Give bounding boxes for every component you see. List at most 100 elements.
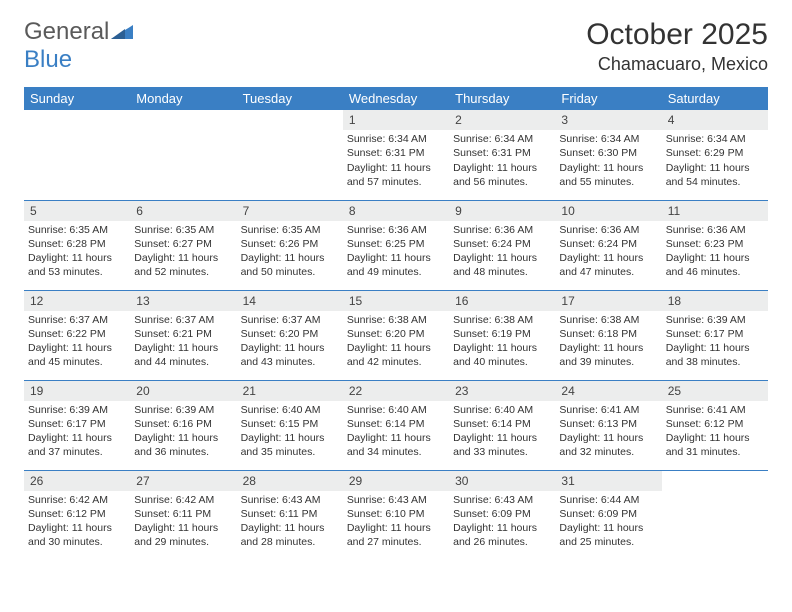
daylight-line: Daylight: 11 hours and 55 minutes.: [559, 161, 657, 189]
day-number: 4: [662, 110, 768, 130]
sunset-line: Sunset: 6:27 PM: [134, 237, 232, 251]
sunrise-line: Sunrise: 6:38 AM: [347, 313, 445, 327]
sunset-line: Sunset: 6:14 PM: [453, 417, 551, 431]
sunset-line: Sunset: 6:13 PM: [559, 417, 657, 431]
sunrise-line: Sunrise: 6:43 AM: [347, 493, 445, 507]
daylight-line: Daylight: 11 hours and 26 minutes.: [453, 521, 551, 549]
calendar-cell: [662, 470, 768, 560]
calendar-cell: 22Sunrise: 6:40 AMSunset: 6:14 PMDayligh…: [343, 380, 449, 470]
sunset-line: Sunset: 6:26 PM: [241, 237, 339, 251]
sunrise-line: Sunrise: 6:34 AM: [453, 132, 551, 146]
sunset-line: Sunset: 6:10 PM: [347, 507, 445, 521]
calendar-cell: 23Sunrise: 6:40 AMSunset: 6:14 PMDayligh…: [449, 380, 555, 470]
daylight-line: Daylight: 11 hours and 31 minutes.: [666, 431, 764, 459]
calendar-cell: 30Sunrise: 6:43 AMSunset: 6:09 PMDayligh…: [449, 470, 555, 560]
calendar-week-row: 1Sunrise: 6:34 AMSunset: 6:31 PMDaylight…: [24, 110, 768, 200]
calendar-cell: 10Sunrise: 6:36 AMSunset: 6:24 PMDayligh…: [555, 200, 661, 290]
calendar-table: SundayMondayTuesdayWednesdayThursdayFrid…: [24, 87, 768, 560]
sunset-line: Sunset: 6:22 PM: [28, 327, 126, 341]
day-number: 1: [343, 110, 449, 130]
daylight-line: Daylight: 11 hours and 46 minutes.: [666, 251, 764, 279]
daylight-line: Daylight: 11 hours and 45 minutes.: [28, 341, 126, 369]
day-number: 9: [449, 201, 555, 221]
day-number: 19: [24, 381, 130, 401]
calendar-cell: 29Sunrise: 6:43 AMSunset: 6:10 PMDayligh…: [343, 470, 449, 560]
daylight-line: Daylight: 11 hours and 38 minutes.: [666, 341, 764, 369]
brand-logo: GeneralBlue: [24, 18, 133, 74]
day-number: 21: [237, 381, 343, 401]
sunrise-line: Sunrise: 6:35 AM: [241, 223, 339, 237]
daylight-line: Daylight: 11 hours and 49 minutes.: [347, 251, 445, 279]
day-number: 20: [130, 381, 236, 401]
daylight-line: Daylight: 11 hours and 27 minutes.: [347, 521, 445, 549]
day-number: 3: [555, 110, 661, 130]
calendar-cell: 8Sunrise: 6:36 AMSunset: 6:25 PMDaylight…: [343, 200, 449, 290]
brand-triangle-icon: [111, 18, 133, 46]
daylight-line: Daylight: 11 hours and 36 minutes.: [134, 431, 232, 459]
sunset-line: Sunset: 6:20 PM: [241, 327, 339, 341]
daylight-line: Daylight: 11 hours and 37 minutes.: [28, 431, 126, 459]
calendar-cell: 6Sunrise: 6:35 AMSunset: 6:27 PMDaylight…: [130, 200, 236, 290]
daylight-line: Daylight: 11 hours and 44 minutes.: [134, 341, 232, 369]
sunrise-line: Sunrise: 6:42 AM: [28, 493, 126, 507]
day-number: 22: [343, 381, 449, 401]
sunset-line: Sunset: 6:19 PM: [453, 327, 551, 341]
day-number: 16: [449, 291, 555, 311]
calendar-cell: 31Sunrise: 6:44 AMSunset: 6:09 PMDayligh…: [555, 470, 661, 560]
calendar-cell: 3Sunrise: 6:34 AMSunset: 6:30 PMDaylight…: [555, 110, 661, 200]
weekday-header: Friday: [555, 87, 661, 110]
sunset-line: Sunset: 6:09 PM: [559, 507, 657, 521]
calendar-cell: 14Sunrise: 6:37 AMSunset: 6:20 PMDayligh…: [237, 290, 343, 380]
calendar-cell: [237, 110, 343, 200]
day-number: 31: [555, 471, 661, 491]
day-number: 28: [237, 471, 343, 491]
sunset-line: Sunset: 6:11 PM: [134, 507, 232, 521]
day-number: 7: [237, 201, 343, 221]
sunset-line: Sunset: 6:24 PM: [559, 237, 657, 251]
sunrise-line: Sunrise: 6:34 AM: [666, 132, 764, 146]
calendar-cell: 24Sunrise: 6:41 AMSunset: 6:13 PMDayligh…: [555, 380, 661, 470]
day-number: 5: [24, 201, 130, 221]
calendar-cell: 25Sunrise: 6:41 AMSunset: 6:12 PMDayligh…: [662, 380, 768, 470]
calendar-cell: 18Sunrise: 6:39 AMSunset: 6:17 PMDayligh…: [662, 290, 768, 380]
sunrise-line: Sunrise: 6:39 AM: [134, 403, 232, 417]
calendar-cell: [24, 110, 130, 200]
brand-name-part1: General: [24, 18, 109, 45]
sunrise-line: Sunrise: 6:37 AM: [134, 313, 232, 327]
location-subtitle: Chamacuaro, Mexico: [586, 54, 768, 75]
day-number: 6: [130, 201, 236, 221]
calendar-cell: 15Sunrise: 6:38 AMSunset: 6:20 PMDayligh…: [343, 290, 449, 380]
weekday-header: Monday: [130, 87, 236, 110]
sunset-line: Sunset: 6:24 PM: [453, 237, 551, 251]
sunset-line: Sunset: 6:20 PM: [347, 327, 445, 341]
page-title: October 2025: [586, 18, 768, 52]
sunrise-line: Sunrise: 6:40 AM: [241, 403, 339, 417]
calendar-week-row: 19Sunrise: 6:39 AMSunset: 6:17 PMDayligh…: [24, 380, 768, 470]
sunrise-line: Sunrise: 6:43 AM: [453, 493, 551, 507]
day-number: 14: [237, 291, 343, 311]
day-number: 15: [343, 291, 449, 311]
day-number: 24: [555, 381, 661, 401]
calendar-cell: 4Sunrise: 6:34 AMSunset: 6:29 PMDaylight…: [662, 110, 768, 200]
sunrise-line: Sunrise: 6:37 AM: [28, 313, 126, 327]
sunrise-line: Sunrise: 6:34 AM: [559, 132, 657, 146]
weekday-header: Thursday: [449, 87, 555, 110]
calendar-cell: 2Sunrise: 6:34 AMSunset: 6:31 PMDaylight…: [449, 110, 555, 200]
sunrise-line: Sunrise: 6:37 AM: [241, 313, 339, 327]
sunrise-line: Sunrise: 6:43 AM: [241, 493, 339, 507]
sunrise-line: Sunrise: 6:38 AM: [453, 313, 551, 327]
calendar-cell: 12Sunrise: 6:37 AMSunset: 6:22 PMDayligh…: [24, 290, 130, 380]
sunset-line: Sunset: 6:29 PM: [666, 146, 764, 160]
sunrise-line: Sunrise: 6:35 AM: [28, 223, 126, 237]
calendar-cell: 13Sunrise: 6:37 AMSunset: 6:21 PMDayligh…: [130, 290, 236, 380]
sunset-line: Sunset: 6:17 PM: [28, 417, 126, 431]
day-number: 30: [449, 471, 555, 491]
daylight-line: Daylight: 11 hours and 40 minutes.: [453, 341, 551, 369]
brand-name: GeneralBlue: [24, 18, 133, 74]
sunrise-line: Sunrise: 6:39 AM: [666, 313, 764, 327]
daylight-line: Daylight: 11 hours and 57 minutes.: [347, 161, 445, 189]
weekday-header: Tuesday: [237, 87, 343, 110]
sunrise-line: Sunrise: 6:38 AM: [559, 313, 657, 327]
calendar-week-row: 26Sunrise: 6:42 AMSunset: 6:12 PMDayligh…: [24, 470, 768, 560]
calendar-cell: 19Sunrise: 6:39 AMSunset: 6:17 PMDayligh…: [24, 380, 130, 470]
